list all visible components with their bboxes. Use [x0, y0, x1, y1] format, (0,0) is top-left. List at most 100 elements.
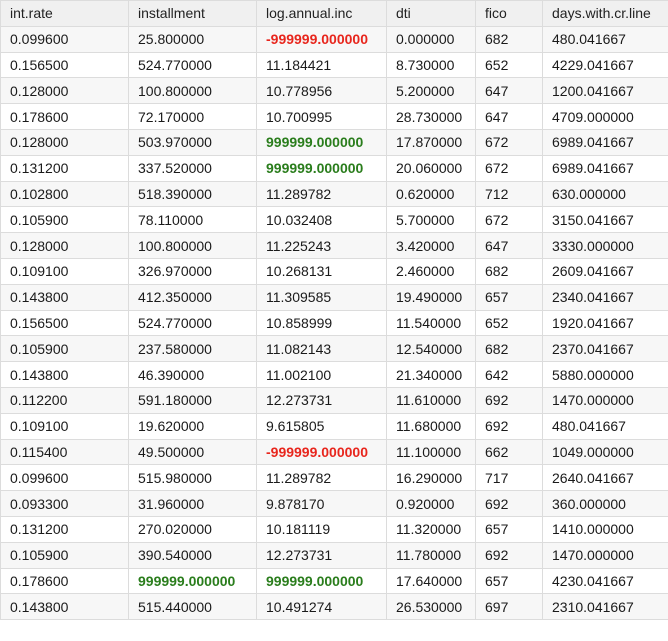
cell-fico: 712: [475, 180, 543, 208]
cell-int-rate: 0.105900: [0, 206, 129, 234]
cell-installment: 100.800000: [128, 232, 257, 259]
cell-log-annual-inc: 10.032408: [256, 206, 387, 234]
column-header-int-rate[interactable]: int.rate: [0, 0, 129, 27]
cell-log-annual-inc: 10.268131: [256, 257, 387, 285]
cell-days-with-cr-line: 3150.041667: [542, 206, 668, 234]
table-row: 0.131200 337.520000 999999.000000 20.060000…: [0, 154, 668, 182]
column-header-installment[interactable]: installment: [128, 0, 257, 27]
cell-installment: 100.800000: [128, 77, 257, 105]
cell-dti: 21.340000: [386, 361, 476, 388]
column-header-days-with-cr-line[interactable]: days.with.cr.line: [542, 0, 668, 27]
cell-dti: 20.060000: [386, 154, 476, 182]
cell-days-with-cr-line: 4230.041667: [542, 567, 668, 595]
cell-installment: 19.620000: [128, 412, 257, 440]
cell-dti: 11.540000: [386, 309, 476, 337]
cell-int-rate: 0.115400: [0, 438, 129, 466]
cell-installment: 78.110000: [128, 206, 257, 234]
cell-log-annual-inc: 12.273731: [256, 541, 387, 569]
table-row: 0.093300 31.960000 9.878170 0.920000 692 360.…: [0, 490, 668, 517]
cell-int-rate: 0.178600: [0, 103, 129, 130]
cell-installment: 390.540000: [128, 541, 257, 569]
cell-dti: 12.540000: [386, 335, 476, 363]
cell-days-with-cr-line: 4229.041667: [542, 51, 668, 79]
data-table: int.rate installment log.annual.inc dti …: [0, 0, 668, 621]
cell-installment: 31.960000: [128, 490, 257, 517]
table-row: 0.128000 503.970000 999999.000000 17.870000…: [0, 128, 668, 156]
cell-fico: 682: [475, 257, 543, 285]
cell-dti: 11.320000: [386, 515, 476, 543]
cell-days-with-cr-line: 5880.000000: [542, 361, 668, 388]
cell-days-with-cr-line: 1410.000000: [542, 515, 668, 543]
cell-fico: 652: [475, 309, 543, 337]
cell-log-annual-inc: 10.778956: [256, 77, 387, 105]
cell-days-with-cr-line: 2370.041667: [542, 335, 668, 363]
cell-days-with-cr-line: 630.000000: [542, 180, 668, 208]
cell-fico: 682: [475, 335, 543, 363]
cell-installment: 270.020000: [128, 515, 257, 543]
cell-int-rate: 0.099600: [0, 464, 129, 492]
cell-installment: 46.390000: [128, 361, 257, 388]
cell-log-annual-inc: 10.858999: [256, 309, 387, 337]
cell-fico: 647: [475, 232, 543, 259]
table-row: 0.143800 412.350000 11.309585 19.490000 657 2…: [0, 283, 668, 311]
cell-installment: 49.500000: [128, 438, 257, 466]
cell-int-rate: 0.093300: [0, 490, 129, 517]
table-header: int.rate installment log.annual.inc dti …: [0, 0, 668, 27]
cell-days-with-cr-line: 2609.041667: [542, 257, 668, 285]
cell-days-with-cr-line: 360.000000: [542, 490, 668, 517]
cell-int-rate: 0.105900: [0, 541, 129, 569]
cell-installment: 524.770000: [128, 51, 257, 79]
cell-int-rate: 0.131200: [0, 154, 129, 182]
cell-fico: 692: [475, 412, 543, 440]
cell-log-annual-inc: 999999.000000: [256, 567, 387, 595]
table-row: 0.102800 518.390000 11.289782 0.620000 712 63…: [0, 180, 668, 208]
cell-days-with-cr-line: 480.041667: [542, 25, 668, 53]
cell-int-rate: 0.156500: [0, 309, 129, 337]
cell-int-rate: 0.109100: [0, 257, 129, 285]
cell-dti: 0.920000: [386, 490, 476, 517]
cell-days-with-cr-line: 6989.041667: [542, 128, 668, 156]
table-row: 0.156500 524.770000 10.858999 11.540000 652 1…: [0, 309, 668, 337]
cell-installment: 515.440000: [128, 593, 257, 621]
cell-installment: 503.970000: [128, 128, 257, 156]
cell-log-annual-inc: -999999.000000: [256, 25, 387, 53]
cell-fico: 672: [475, 154, 543, 182]
cell-dti: 17.870000: [386, 128, 476, 156]
cell-installment: 326.970000: [128, 257, 257, 285]
cell-installment: 518.390000: [128, 180, 257, 208]
table-body: 0.099600 25.800000 -999999.000000 0.000000 6…: [0, 25, 668, 621]
cell-installment: 515.980000: [128, 464, 257, 492]
cell-dti: 28.730000: [386, 103, 476, 130]
table-row: 0.109100 19.620000 9.615805 11.680000 692 480…: [0, 412, 668, 440]
cell-log-annual-inc: 11.082143: [256, 335, 387, 363]
cell-log-annual-inc: 11.002100: [256, 361, 387, 388]
cell-fico: 647: [475, 77, 543, 105]
table-row: 0.099600 25.800000 -999999.000000 0.000000 6…: [0, 25, 668, 53]
column-header-log-annual-inc[interactable]: log.annual.inc: [256, 0, 387, 27]
column-header-dti[interactable]: dti: [386, 0, 476, 27]
cell-log-annual-inc: 999999.000000: [256, 128, 387, 156]
cell-days-with-cr-line: 1049.000000: [542, 438, 668, 466]
cell-days-with-cr-line: 2640.041667: [542, 464, 668, 492]
table-row: 0.128000 100.800000 11.225243 3.420000 647 33…: [0, 232, 668, 259]
cell-fico: 657: [475, 567, 543, 595]
cell-installment: 337.520000: [128, 154, 257, 182]
cell-int-rate: 0.109100: [0, 412, 129, 440]
cell-dti: 11.680000: [386, 412, 476, 440]
cell-dti: 0.620000: [386, 180, 476, 208]
cell-fico: 717: [475, 464, 543, 492]
cell-dti: 5.200000: [386, 77, 476, 105]
table-row: 0.143800 46.390000 11.002100 21.340000 642 58…: [0, 361, 668, 388]
cell-days-with-cr-line: 4709.000000: [542, 103, 668, 130]
cell-installment: 591.180000: [128, 386, 257, 414]
column-header-fico[interactable]: fico: [475, 0, 543, 27]
cell-days-with-cr-line: 2310.041667: [542, 593, 668, 621]
table-row: 0.156500 524.770000 11.184421 8.730000 652 42…: [0, 51, 668, 79]
cell-fico: 692: [475, 386, 543, 414]
cell-dti: 26.530000: [386, 593, 476, 621]
cell-int-rate: 0.099600: [0, 25, 129, 53]
cell-fico: 692: [475, 490, 543, 517]
cell-int-rate: 0.131200: [0, 515, 129, 543]
cell-int-rate: 0.156500: [0, 51, 129, 79]
cell-installment: 524.770000: [128, 309, 257, 337]
